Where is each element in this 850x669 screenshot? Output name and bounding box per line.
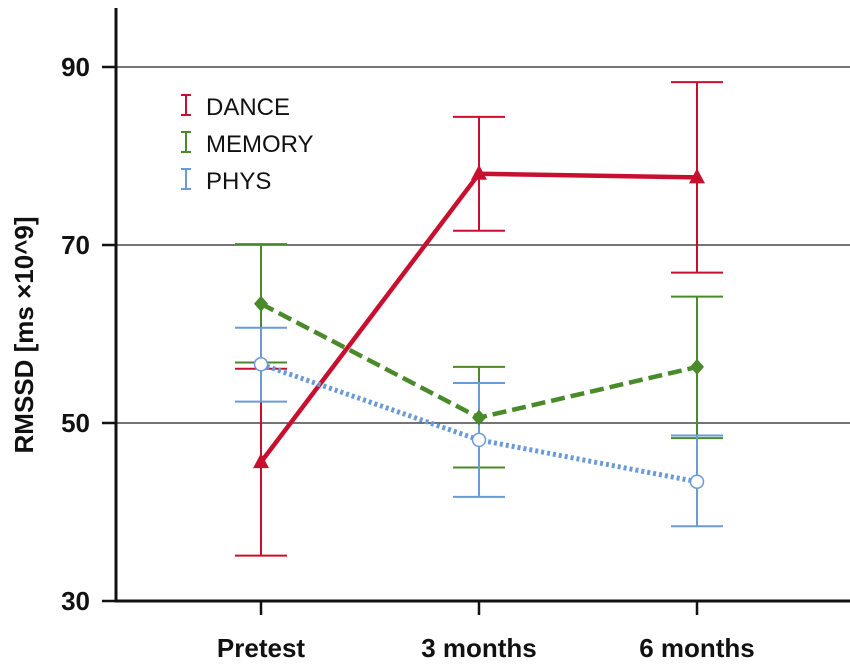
series-memory <box>254 295 704 426</box>
legend-label-memory: MEMORY <box>206 131 314 158</box>
legend-label-phys: PHYS <box>206 168 271 195</box>
point-phys-1 <box>471 432 487 448</box>
y-tick-label-30: 30 <box>61 586 90 616</box>
y-tick-label-90: 90 <box>61 52 90 82</box>
legend-item-dance: DANCE <box>181 94 290 121</box>
point-phys-0 <box>253 357 269 372</box>
y-tick-label-50: 50 <box>61 408 90 438</box>
point-memory-0 <box>254 295 268 312</box>
point-dance-2 <box>689 168 705 184</box>
y-axis-title: RMSSD [ms ×10^9] <box>9 217 39 454</box>
series-layer <box>235 81 723 557</box>
point-dance-0 <box>253 453 269 469</box>
series-phys <box>253 357 705 489</box>
x-tick-label-1: 3 months <box>421 633 537 663</box>
x-tick-label-2: 6 months <box>639 633 755 663</box>
y-tick-label-70: 70 <box>61 230 90 260</box>
point-memory-1 <box>472 409 486 426</box>
legend-label-dance: DANCE <box>206 94 290 121</box>
axes: 30 50 70 90 Pretest 3 months 6 months <box>61 8 850 663</box>
legend-item-phys: PHYS <box>181 168 271 195</box>
point-dance-1 <box>471 164 487 180</box>
point-phys-2 <box>689 474 705 489</box>
series-phys-errorbars <box>235 326 723 528</box>
x-tick-label-0: Pretest <box>217 633 305 663</box>
legend-item-memory: MEMORY <box>181 131 314 158</box>
series-dance <box>253 164 705 469</box>
legend: DANCE MEMORY PHYS <box>181 94 314 195</box>
point-memory-2 <box>690 358 704 375</box>
